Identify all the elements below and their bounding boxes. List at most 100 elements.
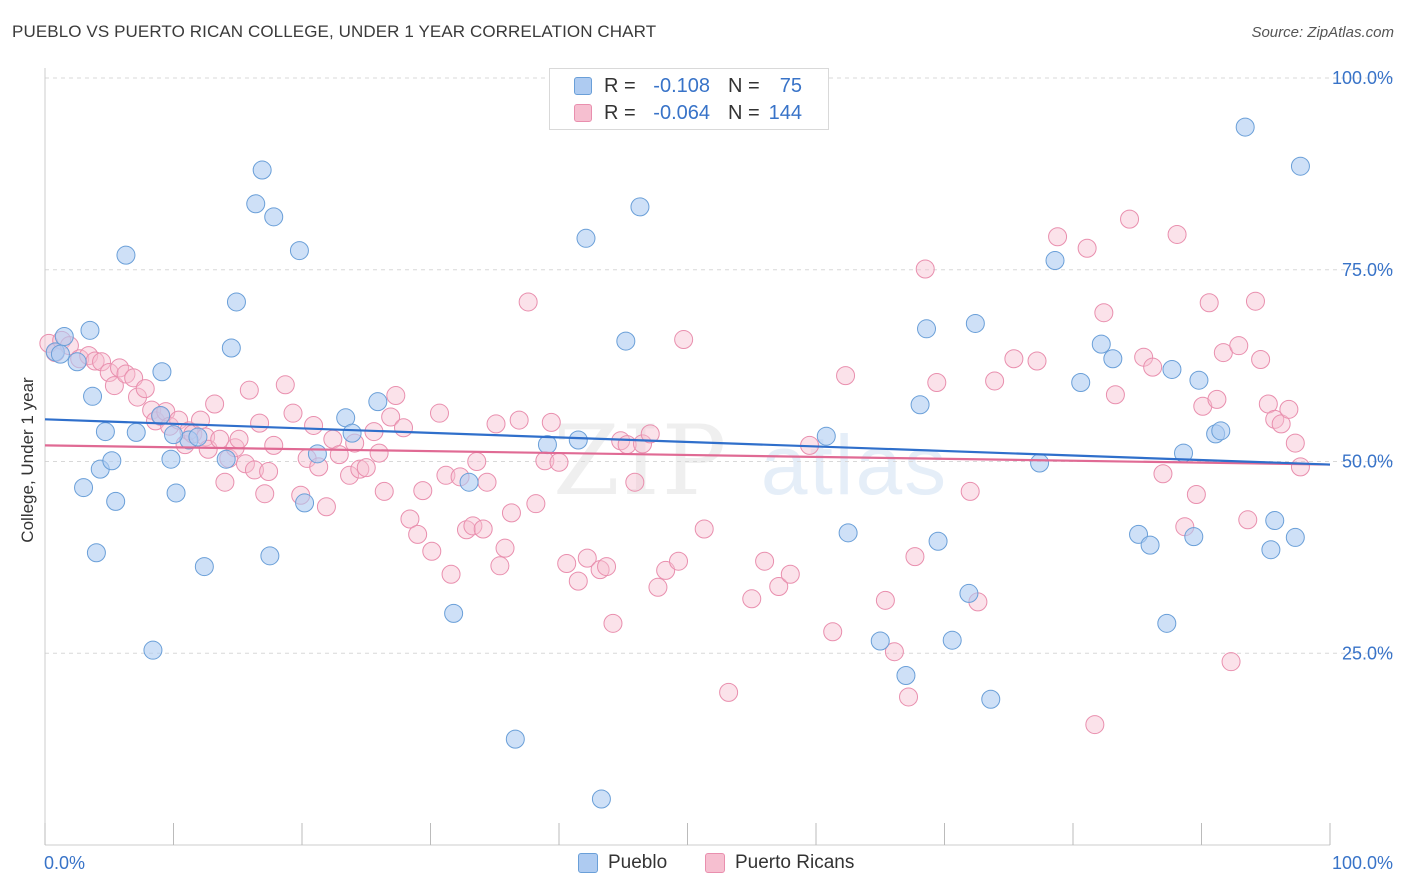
data-point-puerto-ricans bbox=[656, 560, 676, 580]
data-point-pueblo bbox=[50, 344, 70, 364]
data-point-pueblo bbox=[568, 430, 588, 450]
data-point-pueblo bbox=[166, 483, 186, 503]
data-point-pueblo bbox=[307, 444, 327, 464]
data-point-puerto-ricans bbox=[374, 481, 394, 501]
bottom-label-puerto-ricans: Puerto Ricans bbox=[735, 852, 855, 873]
data-point-puerto-ricans bbox=[490, 556, 510, 576]
data-point-puerto-ricans bbox=[135, 379, 155, 399]
axes bbox=[44, 68, 1331, 846]
data-point-puerto-ricans bbox=[394, 418, 414, 438]
data-point-pueblo bbox=[164, 425, 183, 445]
data-point-puerto-ricans bbox=[597, 557, 617, 577]
data-point-puerto-ricans bbox=[381, 407, 401, 427]
data-point-pueblo bbox=[1211, 421, 1231, 441]
data-point-puerto-ricans bbox=[1251, 349, 1271, 369]
data-point-pueblo bbox=[161, 449, 181, 469]
data-point-puerto-ricans bbox=[467, 452, 487, 471]
data-point-pueblo bbox=[143, 640, 163, 660]
data-point-pueblo bbox=[1103, 349, 1123, 369]
data-point-puerto-ricans bbox=[640, 424, 660, 444]
data-point-pueblo bbox=[126, 422, 146, 442]
legend-n-label: N = bbox=[728, 74, 760, 97]
data-point-puerto-ricans bbox=[1238, 510, 1258, 530]
data-point-puerto-ricans bbox=[486, 414, 506, 434]
data-point-pueblo bbox=[630, 197, 650, 217]
bottom-swatch-pueblo bbox=[578, 853, 598, 873]
legend-n-value: 75 bbox=[779, 74, 802, 97]
data-point-puerto-ricans bbox=[340, 465, 360, 485]
legend-row-puerto-ricans: R = -0.064 N = 144 bbox=[574, 101, 802, 125]
data-point-pueblo bbox=[102, 451, 122, 471]
data-point-puerto-ricans bbox=[1167, 224, 1187, 244]
data-point-pueblo bbox=[928, 531, 948, 551]
data-point-puerto-ricans bbox=[400, 509, 420, 529]
data-point-pueblo bbox=[616, 331, 636, 351]
data-point-pueblo bbox=[152, 362, 172, 382]
data-point-puerto-ricans bbox=[836, 366, 856, 386]
data-point-puerto-ricans bbox=[329, 445, 349, 465]
x-tick-label: 100.0% bbox=[1332, 853, 1393, 873]
data-point-puerto-ricans bbox=[1048, 227, 1068, 247]
data-point-pueblo bbox=[246, 194, 266, 214]
data-point-pueblo bbox=[838, 523, 858, 543]
data-point-pueblo bbox=[106, 491, 126, 511]
data-point-puerto-ricans bbox=[1199, 293, 1219, 313]
data-point-puerto-ricans bbox=[915, 259, 935, 279]
data-point-pueblo bbox=[591, 789, 611, 809]
data-point-pueblo bbox=[965, 313, 985, 333]
data-point-puerto-ricans bbox=[356, 458, 376, 478]
data-point-puerto-ricans bbox=[603, 613, 623, 633]
series-puerto-ricans bbox=[39, 209, 1310, 735]
data-point-pueblo bbox=[1265, 511, 1285, 531]
data-point-puerto-ricans bbox=[1186, 484, 1206, 504]
data-point-pueblo bbox=[368, 392, 388, 412]
legend-r-label: R = bbox=[604, 74, 636, 97]
data-point-pueblo bbox=[295, 493, 315, 513]
data-point-pueblo bbox=[981, 689, 1001, 709]
bottom-swatch-puerto-ricans bbox=[705, 853, 725, 873]
data-point-pueblo bbox=[188, 427, 208, 447]
data-point-puerto-ricans bbox=[648, 577, 668, 597]
legend-r-label: R = bbox=[604, 101, 636, 124]
data-point-pueblo bbox=[95, 422, 115, 442]
data-point-puerto-ricans bbox=[477, 472, 497, 492]
data-point-puerto-ricans bbox=[541, 412, 561, 432]
data-point-pueblo bbox=[54, 326, 74, 346]
trend-line-pueblo bbox=[44, 418, 1331, 466]
data-point-puerto-ricans bbox=[1105, 385, 1125, 405]
data-point-pueblo bbox=[1235, 117, 1255, 137]
data-point-puerto-ricans bbox=[104, 376, 124, 396]
data-point-pueblo bbox=[1261, 540, 1281, 560]
data-point-puerto-ricans bbox=[239, 380, 259, 400]
watermark-atlas: atlas bbox=[760, 418, 949, 512]
data-point-pueblo bbox=[264, 207, 284, 227]
data-point-puerto-ricans bbox=[190, 410, 210, 430]
data-point-puerto-ricans bbox=[473, 519, 493, 539]
data-point-puerto-ricans bbox=[255, 484, 275, 504]
data-point-puerto-ricans bbox=[413, 481, 433, 501]
data-point-pueblo bbox=[1189, 370, 1209, 390]
data-point-puerto-ricans bbox=[501, 503, 521, 523]
data-point-puerto-ricans bbox=[205, 394, 225, 414]
data-point-pueblo bbox=[1285, 527, 1305, 547]
data-point-puerto-ricans bbox=[669, 551, 689, 571]
data-point-puerto-ricans bbox=[441, 564, 461, 584]
data-point-puerto-ricans bbox=[1245, 291, 1265, 311]
data-point-pueblo bbox=[252, 160, 272, 180]
data-point-pueblo bbox=[870, 631, 890, 651]
data-point-puerto-ricans bbox=[229, 429, 249, 449]
data-point-pueblo bbox=[459, 472, 479, 492]
legend-r-value: -0.064 bbox=[653, 101, 710, 124]
x-tick-label: 0.0% bbox=[44, 853, 85, 873]
data-point-puerto-ricans bbox=[1285, 433, 1305, 453]
y-tick-label: 100.0% bbox=[1332, 68, 1393, 88]
data-point-puerto-ricans bbox=[1279, 399, 1299, 419]
legend-n-label: N = bbox=[728, 101, 760, 124]
data-point-puerto-ricans bbox=[927, 372, 947, 392]
legend-row-pueblo: R = -0.108 N = 75 bbox=[574, 74, 802, 98]
data-point-puerto-ricans bbox=[369, 443, 389, 463]
data-point-pueblo bbox=[226, 292, 246, 312]
data-point-pueblo bbox=[1162, 359, 1182, 379]
data-point-puerto-ricans bbox=[92, 352, 112, 372]
data-point-puerto-ricans bbox=[1290, 457, 1310, 477]
